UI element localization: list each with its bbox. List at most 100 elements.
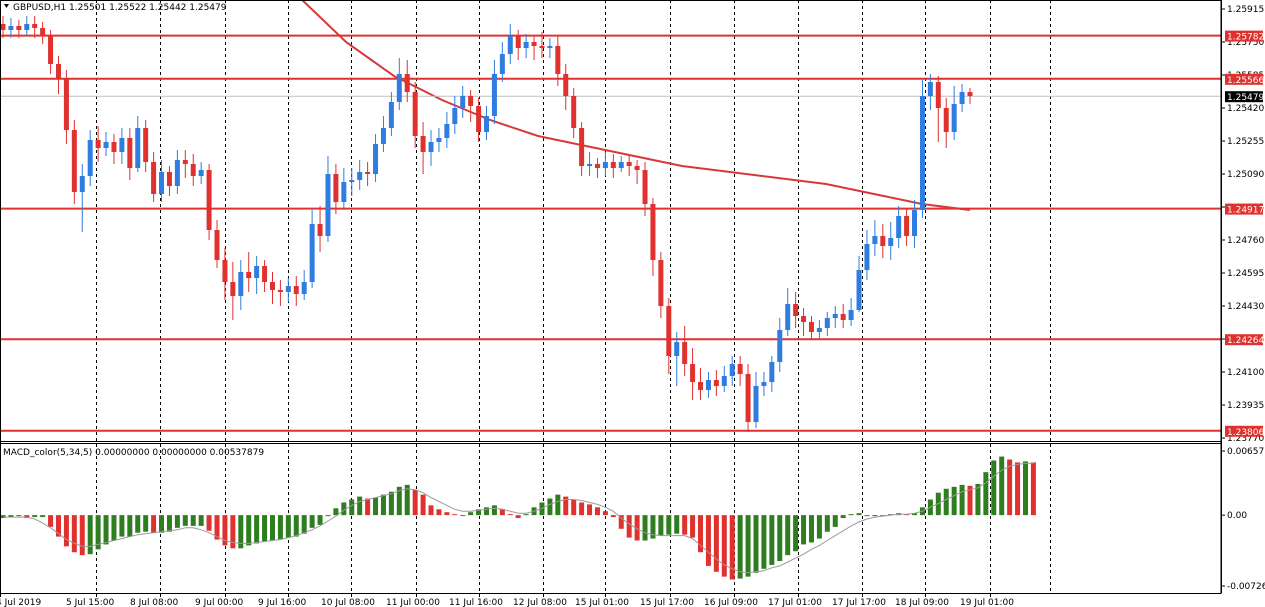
macd-bar bbox=[618, 515, 624, 529]
candle-body bbox=[40, 28, 46, 36]
macd-histogram bbox=[0, 456, 1036, 580]
candle-body bbox=[95, 140, 101, 148]
macd-bar bbox=[79, 515, 85, 556]
candle-body bbox=[563, 74, 569, 96]
macd-bar bbox=[230, 515, 236, 549]
macd-bar bbox=[832, 515, 838, 527]
macd-bar bbox=[1022, 461, 1028, 516]
candle-body bbox=[753, 386, 759, 422]
macd-bar bbox=[222, 515, 228, 546]
candle-body bbox=[713, 380, 719, 386]
level-label: 1.25782 bbox=[1227, 33, 1264, 43]
current-price-label: 1.25479 bbox=[1227, 93, 1264, 103]
macd-bar bbox=[341, 502, 347, 516]
candle-body bbox=[737, 364, 743, 374]
macd-bar bbox=[269, 515, 275, 541]
macd-bar bbox=[8, 515, 14, 518]
candle-body bbox=[943, 108, 949, 132]
candle-body bbox=[309, 224, 315, 282]
candle-body bbox=[277, 290, 283, 292]
macd-bar bbox=[396, 486, 402, 516]
macd-bar bbox=[912, 513, 918, 516]
macd-bar bbox=[983, 472, 989, 516]
candle-body bbox=[230, 282, 236, 296]
y-tick-label: 1.23935 bbox=[1227, 401, 1264, 411]
macd-bar bbox=[476, 509, 482, 516]
candle-body bbox=[880, 236, 886, 246]
candle-body bbox=[206, 170, 212, 230]
candle-body bbox=[214, 230, 220, 260]
candle-body bbox=[317, 224, 323, 236]
macd-bar bbox=[499, 509, 505, 516]
level-label: 1.25566 bbox=[1227, 76, 1264, 86]
macd-bar bbox=[325, 515, 331, 517]
candle-body bbox=[380, 128, 386, 144]
candle-body bbox=[0, 24, 6, 30]
macd-bar bbox=[436, 509, 442, 516]
candle-body bbox=[151, 162, 157, 194]
y-tick-label: 1.25255 bbox=[1227, 137, 1264, 147]
candle-body bbox=[135, 128, 141, 168]
candle-body bbox=[166, 172, 172, 186]
macd-bar bbox=[951, 486, 957, 516]
macd-bar bbox=[127, 515, 133, 537]
candle-body bbox=[476, 106, 482, 132]
x-tick-label: 11 Jul 16:00 bbox=[449, 598, 503, 607]
macd-bar bbox=[959, 484, 965, 516]
candle-body bbox=[555, 46, 561, 74]
candle-body bbox=[24, 24, 30, 30]
macd-bar bbox=[1007, 459, 1013, 516]
candle-body bbox=[967, 92, 973, 96]
candle-body bbox=[872, 236, 878, 244]
candle-body bbox=[761, 382, 767, 386]
candle-body bbox=[396, 74, 402, 102]
macd-bar bbox=[753, 515, 759, 573]
x-tick-label: 5 Jul 15:00 bbox=[66, 598, 115, 607]
y-tick-label: 1.23770 bbox=[1227, 434, 1264, 444]
candle-body bbox=[8, 26, 14, 30]
candle-body bbox=[388, 102, 394, 128]
level-label: 1.23806 bbox=[1227, 428, 1264, 438]
macd-bar bbox=[174, 515, 180, 528]
candle-body bbox=[904, 216, 910, 236]
macd-bar bbox=[277, 515, 283, 540]
candle-body bbox=[856, 270, 862, 310]
macd-bar bbox=[468, 512, 474, 516]
candle-body bbox=[690, 364, 696, 382]
macd-bar bbox=[452, 514, 458, 516]
level-tag bbox=[1225, 334, 1263, 346]
macd-bar bbox=[1015, 462, 1021, 516]
horizontal-levels[interactable] bbox=[0, 34, 1221, 432]
macd-bar bbox=[840, 515, 846, 519]
macd-y-tick-label: -0.00726 bbox=[1227, 582, 1265, 592]
candle-body bbox=[373, 144, 379, 174]
macd-bar bbox=[761, 515, 767, 569]
macd-bar bbox=[48, 515, 54, 527]
candle-body bbox=[71, 130, 77, 192]
macd-bar bbox=[793, 515, 799, 552]
candle-body bbox=[32, 24, 38, 28]
macd-bar bbox=[967, 485, 973, 516]
candle-body bbox=[801, 316, 807, 322]
level-tag bbox=[1225, 425, 1263, 437]
chart-grid bbox=[0, 0, 1051, 593]
candle-body bbox=[269, 282, 275, 290]
candle-body bbox=[111, 142, 117, 152]
level-label: 1.24264 bbox=[1227, 336, 1264, 346]
macd-bar bbox=[594, 507, 600, 516]
candle-body bbox=[182, 160, 188, 164]
macd-bar bbox=[206, 515, 212, 531]
macd-bar bbox=[808, 515, 814, 543]
candle-body bbox=[674, 342, 680, 356]
candle-body bbox=[618, 162, 624, 168]
candle-body bbox=[729, 364, 735, 376]
macd-bar bbox=[388, 491, 394, 516]
macd-bar bbox=[103, 515, 109, 545]
collapse-arrow-icon[interactable] bbox=[4, 4, 9, 8]
candle-body bbox=[610, 162, 616, 168]
x-tick-label: 8 Jul 08:00 bbox=[130, 598, 179, 607]
macd-bar bbox=[55, 515, 61, 537]
macd-bar bbox=[301, 515, 307, 534]
macd-bar bbox=[404, 484, 410, 516]
